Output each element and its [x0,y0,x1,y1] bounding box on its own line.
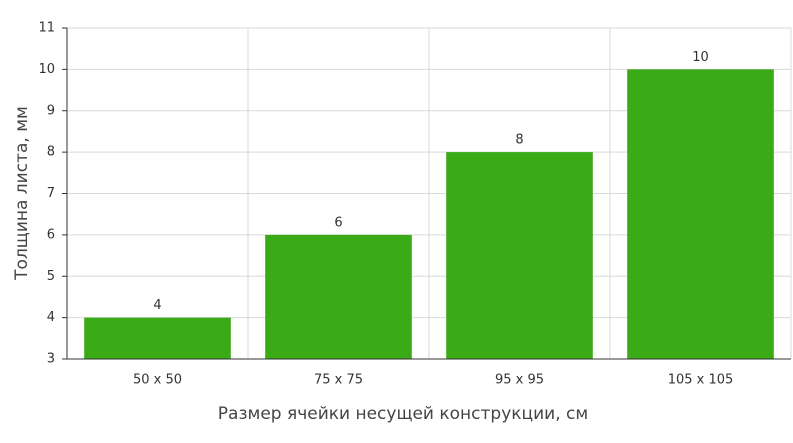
x-tick-label: 75 x 75 [314,373,363,388]
data-label: 6 [334,215,342,230]
y-tick-label: 3 [47,352,55,367]
y-tick-label: 10 [38,62,55,77]
bar [84,317,231,359]
y-tick-label: 7 [47,186,55,201]
y-tick-label: 5 [47,269,55,284]
bar [627,69,774,359]
y-tick-label: 6 [47,227,55,242]
x-axis-title: Размер ячейки несущей конструкции, см [218,404,588,424]
y-axis-title: Толщина листа, мм [12,106,32,281]
y-tick-label: 11 [38,21,55,36]
data-label: 10 [692,50,709,65]
x-tick-label: 105 x 105 [668,373,734,388]
y-tick-label: 8 [47,145,55,160]
data-label: 8 [515,133,523,148]
y-tick-label: 9 [47,103,55,118]
data-label: 4 [153,298,161,313]
x-tick-label: 50 x 50 [133,373,182,388]
x-tick-label: 95 x 95 [495,373,544,388]
bar [446,152,593,359]
y-tick-label: 4 [47,310,55,325]
bar [265,234,412,359]
